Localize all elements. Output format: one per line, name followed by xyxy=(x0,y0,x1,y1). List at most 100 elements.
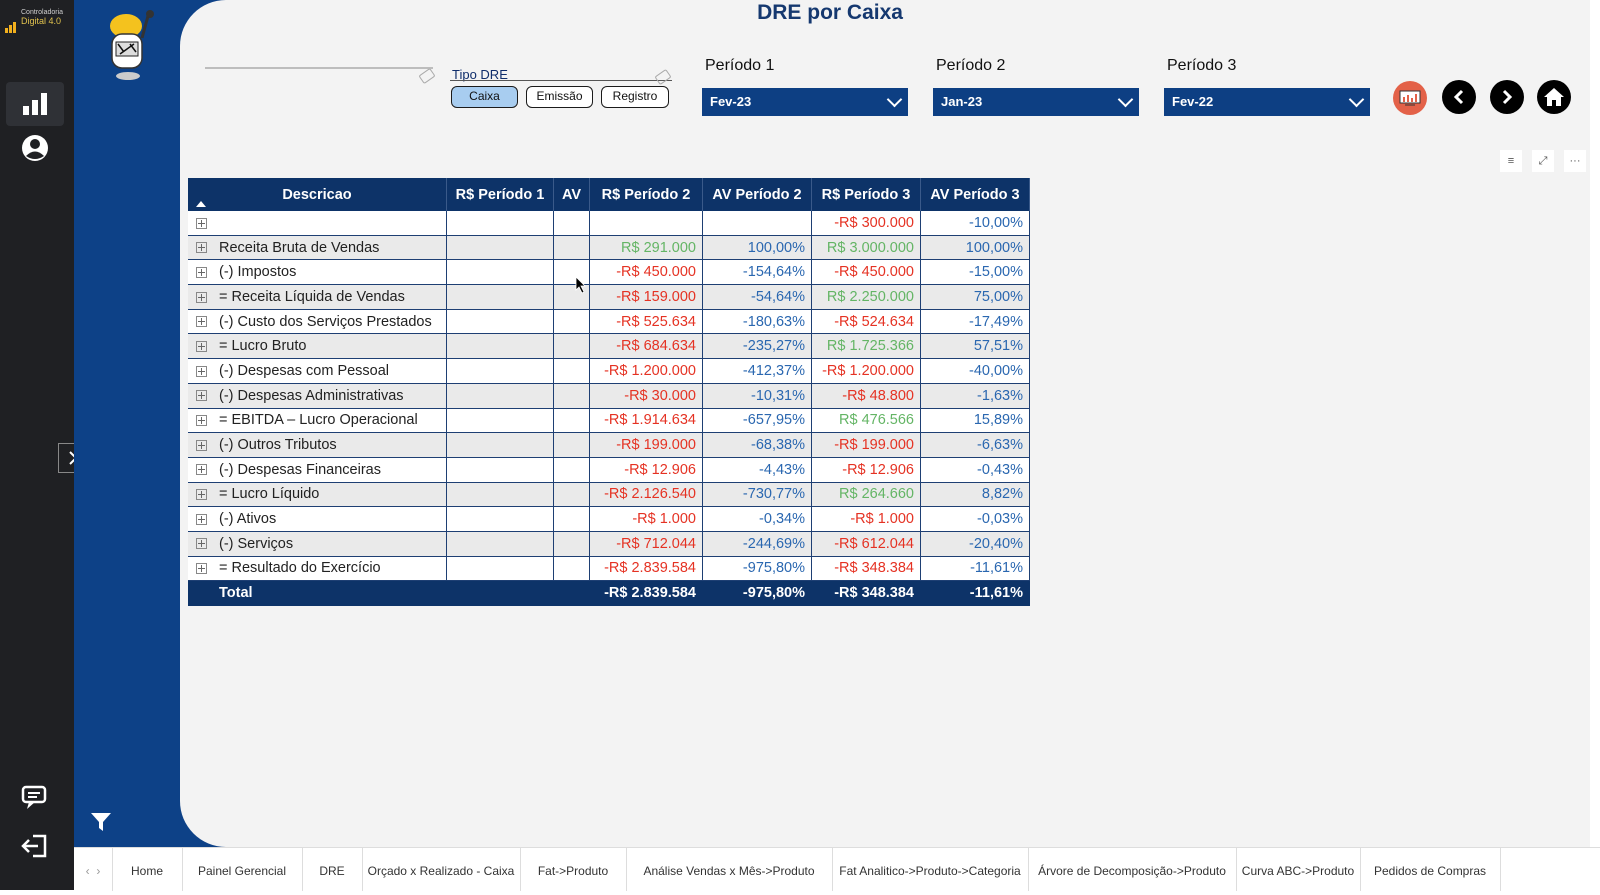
cell-rs-periodo1 xyxy=(446,531,554,557)
expand-row-icon[interactable] xyxy=(196,291,207,303)
tipo-emissao-button[interactable]: Emissão xyxy=(526,86,593,108)
row-description: = Lucro Líquido xyxy=(188,482,447,508)
cell-av-periodo3: -11,61% xyxy=(920,556,1030,582)
col-descricao[interactable]: Descricao xyxy=(188,178,447,211)
col-rs-periodo1[interactable]: R$ Período 1 xyxy=(446,178,554,211)
expand-row-icon[interactable] xyxy=(196,563,207,575)
table-row[interactable]: (-) Despesas Financeiras -R$ 12.906 -4,43%… xyxy=(188,457,1030,483)
table-row[interactable]: (-) Ativos -R$ 1.000 -0,34% -R$ 1.000 -0,03% xyxy=(188,506,1030,532)
table-row[interactable]: -R$ 300.000 -10,00% xyxy=(188,211,1030,236)
cell-rs-periodo2: -R$ 1.914.634 xyxy=(589,408,703,434)
expand-row-icon[interactable] xyxy=(196,415,207,427)
filter-pane-button[interactable] xyxy=(90,812,112,837)
cell-av-periodo2: -180,63% xyxy=(702,309,812,335)
cell-rs-periodo1 xyxy=(446,309,554,335)
table-row[interactable]: = Lucro Líquido -R$ 2.126.540 -730,77% R$ 2… xyxy=(188,482,1030,508)
comments-button[interactable] xyxy=(6,776,64,820)
page-tab[interactable]: Fat->Produto xyxy=(520,848,627,891)
total-rs-periodo3: -R$ 348.384 xyxy=(811,580,921,607)
expand-row-icon[interactable] xyxy=(196,316,207,328)
tabs-scroll-left[interactable]: ‹ › xyxy=(74,848,113,891)
filter-icon xyxy=(91,813,111,831)
expand-row-icon[interactable] xyxy=(196,340,207,352)
periodo1-dropdown[interactable]: Fev-23 xyxy=(702,88,908,116)
report-view-button[interactable] xyxy=(1393,81,1427,115)
focus-mode-icon[interactable]: ⤢ xyxy=(1532,150,1554,172)
col-rs-periodo2[interactable]: R$ Período 2 xyxy=(589,178,703,211)
cell-av xyxy=(553,457,590,483)
filter-visual-icon[interactable]: ≡ xyxy=(1500,150,1522,172)
table-row[interactable]: = EBITDA – Lucro Operacional -R$ 1.914.63… xyxy=(188,408,1030,434)
row-description-text: (-) Despesas Financeiras xyxy=(219,461,381,478)
expand-row-icon[interactable] xyxy=(196,489,207,501)
brand-line2: Digital 4.0 xyxy=(21,16,62,26)
page-tab[interactable]: Home xyxy=(112,848,183,891)
page-tab[interactable]: Orçado x Realizado - Caixa xyxy=(362,848,521,891)
row-description: (-) Impostos xyxy=(188,259,447,286)
page-tab[interactable]: Curva ABC->Produto xyxy=(1236,848,1361,891)
expand-row-icon[interactable] xyxy=(196,439,207,451)
next-page-button[interactable] xyxy=(1490,80,1524,114)
periodo3-label: Período 3 xyxy=(1167,57,1237,74)
cell-rs-periodo1 xyxy=(446,482,554,508)
table-row[interactable]: Receita Bruta de Vendas R$ 291.000 100,00%… xyxy=(188,235,1030,261)
expand-row-icon[interactable] xyxy=(196,513,207,525)
profile-button[interactable] xyxy=(6,126,64,170)
expand-row-icon[interactable] xyxy=(196,464,207,476)
periodo2-dropdown[interactable]: Jan-23 xyxy=(933,88,1139,116)
col-av-periodo3[interactable]: AV Período 3 xyxy=(920,178,1030,211)
cell-rs-periodo1 xyxy=(446,506,554,532)
cell-rs-periodo2: -R$ 1.200.000 xyxy=(589,358,703,384)
more-options-icon[interactable]: ··· xyxy=(1564,150,1586,172)
table-row[interactable]: (-) Despesas com Pessoal -R$ 1.200.000 -41… xyxy=(188,358,1030,384)
cell-rs-periodo2: -R$ 1.000 xyxy=(589,506,703,532)
table-row[interactable]: (-) Serviços -R$ 712.044 -244,69% -R$ 612.0… xyxy=(188,531,1030,557)
page-tab[interactable]: Painel Gerencial xyxy=(182,848,303,891)
cell-av-periodo2: -54,64% xyxy=(702,284,812,310)
tipo-caixa-button[interactable]: Caixa xyxy=(451,86,518,108)
chevron-down-icon xyxy=(1117,91,1134,108)
home-button[interactable] xyxy=(1537,80,1571,114)
cell-rs-periodo3: -R$ 12.906 xyxy=(811,457,921,483)
table-row[interactable]: (-) Custo dos Serviços Prestados -R$ 525.… xyxy=(188,309,1030,335)
col-rs-periodo3[interactable]: R$ Período 3 xyxy=(811,178,921,211)
page-tab[interactable]: Pedidos de Compras xyxy=(1360,848,1501,891)
expand-row-icon[interactable] xyxy=(196,365,207,377)
table-row[interactable]: (-) Impostos -R$ 450.000 -154,64% -R$ 450.0… xyxy=(188,259,1030,286)
cell-av xyxy=(553,531,590,557)
expand-row-icon[interactable] xyxy=(196,390,207,402)
bar-chart-icon xyxy=(23,93,47,115)
table-row[interactable]: = Receita Líquida de Vendas -R$ 159.000 -5… xyxy=(188,284,1030,310)
row-description: (-) Despesas Administrativas xyxy=(188,383,447,409)
page-tab[interactable]: Fat Analitico->Produto->Categoria xyxy=(832,848,1029,891)
monitor-chart-icon xyxy=(1399,90,1421,106)
empty-slicer[interactable] xyxy=(205,67,433,69)
expand-row-icon[interactable] xyxy=(196,217,207,229)
tipo-registro-button[interactable]: Registro xyxy=(601,86,669,108)
cell-av-periodo2: -730,77% xyxy=(702,482,812,508)
table-row[interactable]: = Lucro Bruto -R$ 684.634 -235,27% R$ 1.725… xyxy=(188,333,1030,360)
page-tab[interactable]: DRE xyxy=(302,848,363,891)
col-av[interactable]: AV xyxy=(553,178,590,211)
expand-row-icon[interactable] xyxy=(196,538,207,550)
table-row[interactable]: (-) Despesas Administrativas -R$ 30.000 -1… xyxy=(188,383,1030,409)
cell-av xyxy=(553,211,590,236)
dre-matrix-table: Descricao R$ Período 1 AV R$ Período 2 A… xyxy=(188,178,1030,607)
chevron-down-icon xyxy=(886,91,903,108)
cell-av-periodo3: 57,51% xyxy=(920,333,1030,360)
table-row[interactable]: (-) Outros Tributos -R$ 199.000 -68,38% -R$… xyxy=(188,432,1030,458)
expand-row-icon[interactable] xyxy=(196,266,207,278)
page-tab[interactable]: Análise Vendas x Mês->Produto xyxy=(626,848,833,891)
cell-av-periodo2: -154,64% xyxy=(702,259,812,286)
periodo3-dropdown[interactable]: Fev-22 xyxy=(1164,88,1370,116)
cell-av-periodo2: -0,34% xyxy=(702,506,812,532)
table-row[interactable]: = Resultado do Exercício -R$ 2.839.584 -97… xyxy=(188,556,1030,582)
col-av-periodo2[interactable]: AV Período 2 xyxy=(702,178,812,211)
previous-page-button[interactable] xyxy=(1442,80,1476,114)
periodo2-label: Período 2 xyxy=(936,57,1006,74)
expand-row-icon[interactable] xyxy=(196,242,207,254)
brand-bars-icon xyxy=(5,15,17,33)
page-tab[interactable]: Árvore de Decomposição->Produto xyxy=(1028,848,1237,891)
exit-button[interactable] xyxy=(6,824,64,868)
dashboard-button[interactable] xyxy=(6,82,64,126)
